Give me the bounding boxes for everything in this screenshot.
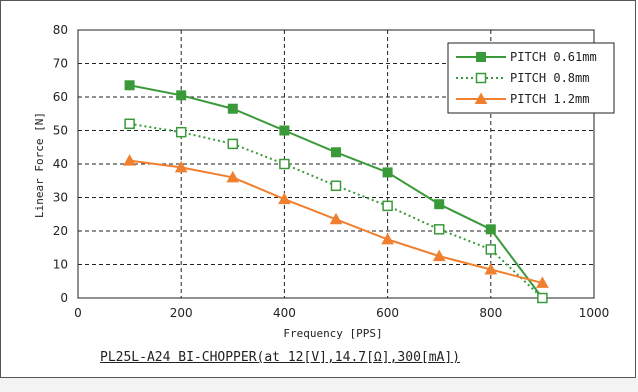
legend: PITCH 0.61mm PITCH 0.8mm PITCH 1.2mm	[447, 42, 615, 114]
data-point	[227, 103, 238, 114]
series-layer	[123, 80, 549, 304]
x-tick-label: 0	[74, 306, 82, 320]
data-point	[434, 199, 445, 210]
data-point	[537, 292, 548, 304]
y-tick-label: 30	[53, 191, 68, 205]
y-tick-label: 10	[53, 258, 68, 272]
x-tick-label: 400	[273, 306, 296, 320]
data-point	[226, 170, 240, 183]
data-point	[175, 126, 187, 138]
series-3	[123, 154, 549, 288]
data-point	[279, 125, 290, 136]
data-point	[329, 212, 343, 225]
x-tick-label: 600	[376, 306, 399, 320]
legend-entry: PITCH 0.8mm	[456, 71, 589, 85]
tick-labels: 0 200 400 600 800 1000 0 10 20 30 40 50 60 70 80	[53, 23, 610, 320]
data-point	[176, 90, 187, 101]
data-point	[174, 160, 188, 173]
data-point	[123, 154, 136, 166]
legend-label: PITCH 0.8mm	[510, 71, 589, 85]
chart-caption: PL25L-A24 BI-CHOPPER(at 12[V],14.7[Ω],30…	[100, 350, 461, 365]
data-point	[484, 262, 498, 275]
series-2	[124, 118, 548, 304]
data-point	[485, 244, 497, 255]
data-point	[279, 158, 290, 170]
data-point	[278, 192, 291, 205]
y-axis-title: Linear Force [N]	[33, 112, 46, 218]
y-tick-label: 70	[53, 57, 68, 71]
data-point	[432, 249, 446, 262]
x-tick-label: 1000	[579, 306, 610, 320]
chart-frame: 0 200 400 600 800 1000 0 10 20 30 40 50 60 70 80 Frequ…	[0, 0, 636, 378]
x-tick-label: 200	[170, 306, 193, 320]
series-1	[124, 80, 548, 303]
legend-box	[447, 42, 615, 114]
legend-entry: PITCH 1.2mm	[456, 92, 589, 106]
data-point	[227, 138, 239, 150]
legend-label: PITCH 1.2mm	[510, 92, 589, 106]
data-point	[474, 92, 488, 104]
data-point	[382, 167, 393, 178]
y-tick-label: 50	[53, 124, 68, 138]
data-point	[485, 224, 496, 235]
data-point	[124, 80, 135, 91]
data-point	[433, 224, 445, 235]
data-point	[381, 232, 394, 245]
x-axis-title: Frequency [PPS]	[283, 327, 382, 340]
chart: 0 200 400 600 800 1000 0 10 20 30 40 50 60 70 80 Frequ…	[33, 23, 615, 340]
y-tick-label: 0	[60, 291, 68, 305]
y-tick-label: 40	[53, 157, 68, 171]
data-point	[330, 180, 342, 192]
data-point	[476, 52, 486, 62]
data-point	[124, 118, 135, 130]
legend-label: PITCH 0.61mm	[510, 50, 597, 64]
bottom-strip	[0, 378, 638, 392]
data-point	[536, 276, 549, 288]
legend-entry: PITCH 0.61mm	[456, 50, 597, 64]
y-tick-label: 80	[53, 23, 68, 37]
x-tick-label: 800	[479, 306, 502, 320]
data-point	[331, 147, 341, 158]
data-point	[475, 72, 487, 84]
y-tick-label: 60	[53, 90, 68, 104]
y-tick-label: 20	[53, 224, 68, 238]
data-point	[382, 200, 393, 212]
